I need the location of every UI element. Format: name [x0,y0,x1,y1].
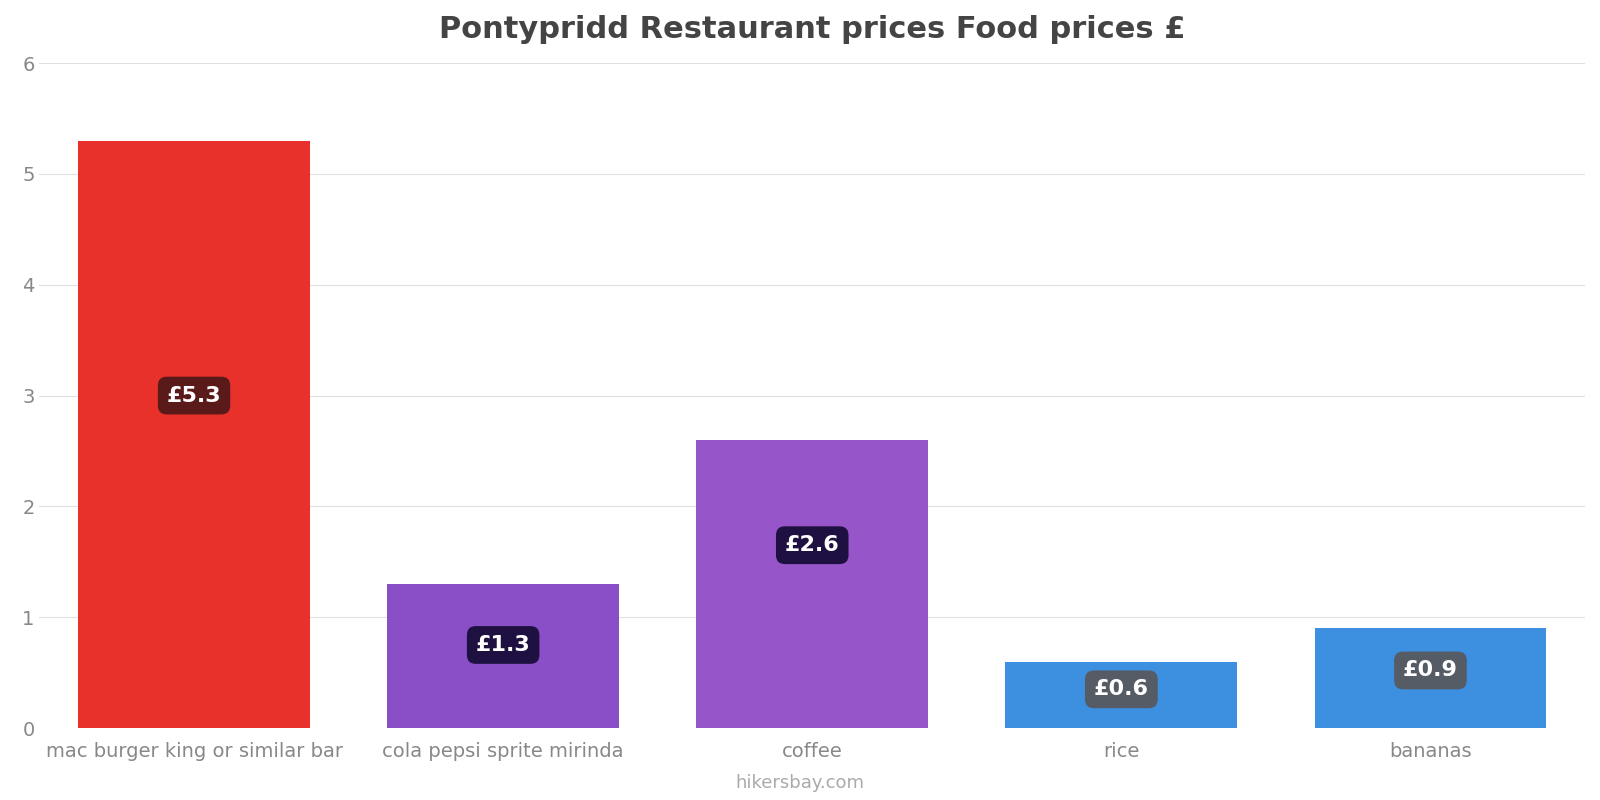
Text: £0.6: £0.6 [1094,679,1149,699]
Bar [1315,628,1546,728]
Bar [1005,662,1237,728]
Title: Pontypridd Restaurant prices Food prices £: Pontypridd Restaurant prices Food prices… [438,15,1186,44]
Text: £0.9: £0.9 [1403,661,1458,681]
Bar [696,440,928,728]
Text: £5.3: £5.3 [166,386,221,406]
Text: £2.6: £2.6 [786,535,840,555]
Bar [78,141,310,728]
Text: £1.3: £1.3 [475,635,531,655]
Bar [387,584,619,728]
Text: hikersbay.com: hikersbay.com [736,774,864,792]
